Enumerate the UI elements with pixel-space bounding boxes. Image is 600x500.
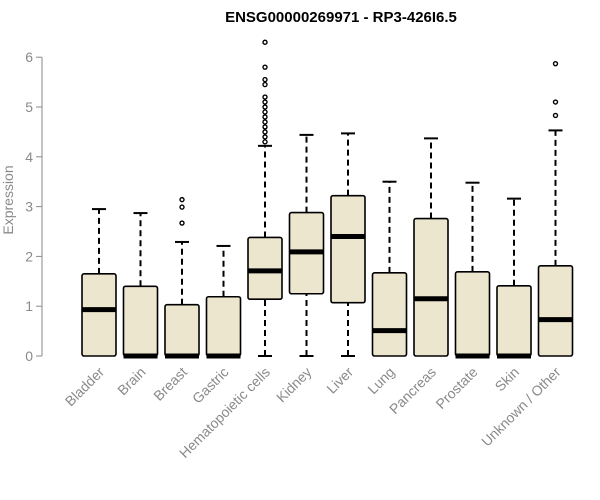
box-iqr bbox=[122, 285, 159, 357]
outlier-point bbox=[262, 124, 268, 130]
outlier-point bbox=[262, 109, 268, 115]
box-iqr bbox=[371, 272, 408, 357]
box-bladder bbox=[81, 208, 117, 357]
outlier-point bbox=[262, 99, 268, 105]
box-prostate bbox=[454, 181, 491, 359]
x-tick-label: Brain bbox=[114, 364, 148, 398]
box-kidney bbox=[288, 133, 325, 357]
outlier-point bbox=[262, 114, 268, 120]
y-tick-label: 4 bbox=[25, 149, 33, 165]
x-tick-label: Kidney bbox=[273, 364, 315, 406]
box-iqr bbox=[164, 303, 200, 357]
y-tick-label: 2 bbox=[25, 248, 33, 264]
x-tick-label: Skin bbox=[492, 364, 523, 395]
outlier-point bbox=[262, 81, 268, 88]
x-tick-label: Breast bbox=[150, 364, 190, 404]
box-iqr bbox=[81, 273, 117, 357]
box-iqr bbox=[454, 271, 491, 357]
outlier-point bbox=[179, 196, 185, 203]
outlier-point bbox=[262, 134, 268, 140]
outlier-point bbox=[262, 139, 268, 145]
boxes-layer bbox=[81, 39, 574, 359]
box-iqr bbox=[496, 284, 532, 357]
y-tick-label: 6 bbox=[25, 49, 33, 65]
outlier-point bbox=[552, 112, 559, 119]
box-gastric bbox=[205, 244, 242, 359]
y-axis: 0 1 2 3 4 5 6 bbox=[25, 49, 43, 364]
box-iqr bbox=[330, 194, 366, 304]
outlier-point bbox=[262, 119, 268, 125]
outlier-point bbox=[179, 204, 185, 210]
y-tick-label: 3 bbox=[25, 199, 33, 215]
x-tick-label: Bladder bbox=[62, 364, 108, 410]
x-tick-label: Lung bbox=[364, 364, 397, 397]
box-hematopoietic-cells bbox=[247, 39, 283, 357]
box-iqr bbox=[413, 217, 449, 357]
outlier-point bbox=[262, 39, 268, 45]
outlier-point bbox=[179, 220, 185, 226]
box-liver bbox=[330, 132, 366, 357]
outlier-point bbox=[262, 129, 268, 135]
chart-title: ENSG00000269971 - RP3-426I6.5 bbox=[225, 9, 457, 26]
outlier-point bbox=[262, 64, 268, 70]
y-axis-label: Expression bbox=[0, 165, 16, 234]
y-tick-label: 5 bbox=[25, 99, 33, 115]
outlier-point bbox=[262, 94, 268, 100]
outlier-point bbox=[552, 60, 559, 67]
outlier-point bbox=[552, 99, 559, 105]
box-iqr bbox=[205, 295, 242, 357]
box-skin bbox=[496, 197, 532, 359]
x-tick-label: Prostate bbox=[432, 364, 480, 412]
box-pancreas bbox=[413, 137, 449, 357]
box-breast bbox=[164, 196, 200, 359]
x-tick-label: Liver bbox=[323, 364, 356, 397]
x-tick-label: Unknown / Other bbox=[478, 364, 564, 450]
box-unknown-other bbox=[537, 60, 574, 357]
box-brain bbox=[122, 212, 159, 359]
outlier-point bbox=[262, 76, 268, 83]
box-lung bbox=[371, 180, 408, 357]
box-iqr bbox=[537, 265, 574, 357]
y-tick-label: 0 bbox=[25, 348, 33, 364]
outlier-point bbox=[262, 104, 268, 110]
y-tick-label: 1 bbox=[25, 298, 33, 314]
